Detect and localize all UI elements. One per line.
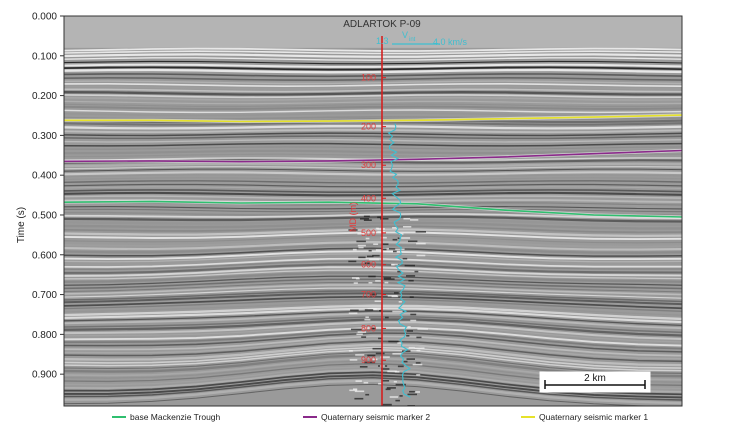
legend-swatch [521,416,535,418]
depth-tick-label: 700 [361,290,376,300]
y-tick-label: 0.600 [32,250,57,261]
y-tick-label: 0.300 [32,131,57,142]
depth-tick-label: 300 [361,160,376,170]
plot-frame [63,15,683,407]
depth-tick-label: 800 [361,323,376,333]
y-tick-label: 0.700 [32,290,57,301]
y-tick-label: 0.900 [32,370,57,381]
legend-item-quaternary-1: Quaternary seismic marker 1 [521,412,648,422]
horizons [64,113,682,219]
legend-swatch [303,416,317,418]
y-axis-label: Time (s) [16,207,27,243]
y-tick-label: 0.500 [32,210,57,221]
depth-tick-label: 400 [361,193,376,203]
depth-axis-label: MD (m) [348,202,358,232]
horizon-base-mackenzie [64,200,682,218]
seismic-section: 100 200 300 400 500 600 700 800 900 MD (m) [64,16,682,406]
legend-label: Quaternary seismic marker 2 [321,412,431,422]
velocity-scale: 1.3 V int 4.0 km/s [376,30,468,47]
legend-label: Quaternary seismic marker 1 [539,412,649,422]
velocity-trace [387,123,411,398]
horizon-quaternary-1 [64,114,682,123]
legend-label: base Mackenzie Trough [130,412,221,422]
y-axis: 0.000 0.100 0.200 0.300 0.400 0.500 0.600 0.700… [32,12,64,381]
legend: base Mackenzie Trough Quaternary seismic… [0,410,738,426]
seismic-reflectors [64,16,682,406]
well-label: ADLARTOK P-09 [343,19,421,30]
y-tick-label: 0.400 [32,171,57,182]
scale-bar: 2 km [539,371,651,393]
depth-tick-label: 200 [361,122,376,132]
depth-tick-label: 100 [361,73,376,83]
depth-tick-label: 500 [361,228,376,238]
horizon-quaternary-2 [64,149,682,163]
depth-ticks: 100 200 300 400 500 600 700 800 900 MD (m) [348,73,386,365]
y-tick-label: 0.800 [32,330,57,341]
velocity-subscript: int [409,37,416,43]
velocity-max-label: 4.0 km/s [433,37,468,47]
velocity-min-label: 1.3 [376,36,389,46]
y-tick-label: 0.000 [32,12,57,23]
velocity-log [387,123,411,398]
y-tick-label: 0.200 [32,91,57,102]
legend-item-quaternary-2: Quaternary seismic marker 2 [303,412,430,422]
legend-swatch [112,416,126,418]
depth-tick-label: 600 [361,260,376,270]
depth-tick-label: 900 [361,355,376,365]
velocity-label: V [402,30,408,40]
legend-item-base-mackenzie: base Mackenzie Trough [112,412,220,422]
scale-bar-label: 2 km [584,373,606,384]
y-tick-label: 0.100 [32,51,57,62]
